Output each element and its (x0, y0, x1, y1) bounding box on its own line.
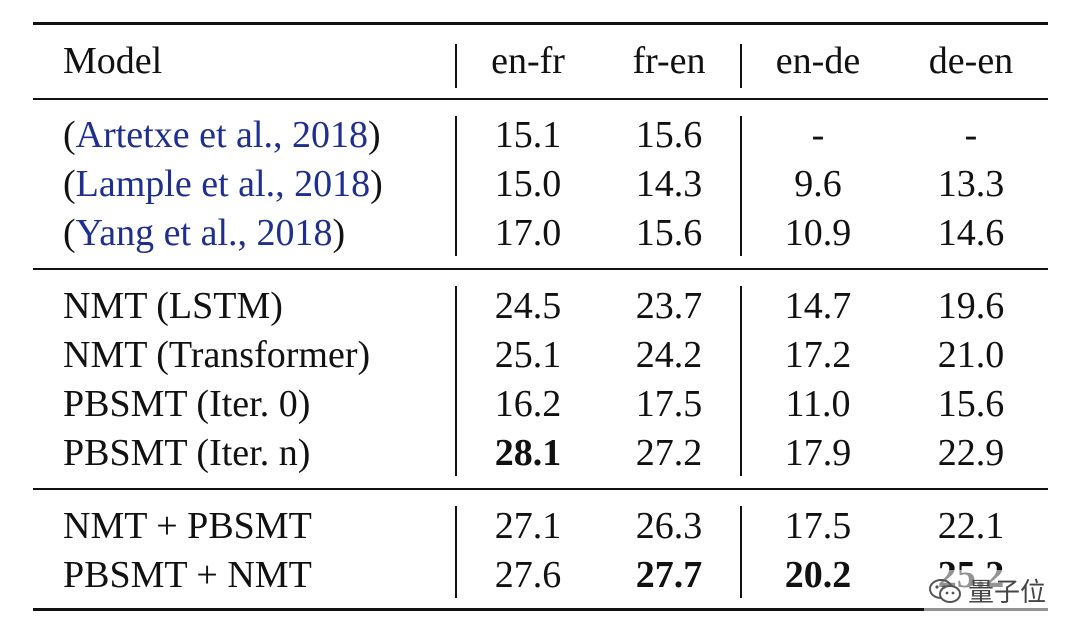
table-cell: 11.0 (785, 383, 851, 425)
vline-lang-group2 (740, 286, 742, 476)
table-cell: 15.6 (937, 383, 1005, 425)
row-model-citation: (Artetxe et al., 2018) (63, 114, 381, 156)
table-cell: - (811, 114, 825, 156)
table-cell: 15.6 (635, 212, 703, 254)
row-model-citation: (Yang et al., 2018) (63, 212, 346, 254)
header-en-de: en-de (775, 40, 861, 82)
row-model-name: PBSMT (Iter. n) (63, 432, 311, 474)
table-cell: 14.3 (635, 163, 703, 205)
row-model-citation: (Lample et al., 2018) (63, 163, 383, 205)
table-cell: 27.1 (494, 505, 562, 547)
table-cell: 27.2 (635, 432, 703, 474)
table-cell: 26.3 (635, 505, 703, 547)
header-model: Model (63, 40, 163, 82)
row-model-name: NMT (Transformer) (63, 334, 371, 376)
table-cell: 9.6 (794, 163, 842, 205)
table-cell: 17.2 (784, 334, 852, 376)
table-cell: 14.6 (937, 212, 1005, 254)
header-rule (33, 98, 1048, 100)
table-cell: 24.5 (494, 285, 562, 327)
vline-model-group2 (455, 286, 457, 476)
table-cell: 19.6 (937, 285, 1005, 327)
table-cell: 17.9 (784, 432, 852, 474)
row-model-name: NMT + PBSMT (63, 505, 312, 547)
citation-link[interactable]: Artetxe et al., 2018 (75, 114, 368, 156)
table-cell-best: 28.1 (494, 432, 562, 474)
table-cell: 14.7 (784, 285, 852, 327)
table-cell: 10.9 (784, 212, 852, 254)
vline-model-header (455, 44, 457, 88)
table-cell: 15.0 (494, 163, 562, 205)
table-cell-best: 20.2 (784, 554, 852, 596)
table-cell: 17.0 (494, 212, 562, 254)
table-cell-best: 27.7 (635, 554, 703, 596)
table-cell: - (964, 114, 978, 156)
row-model-name: PBSMT (Iter. 0) (63, 383, 311, 425)
table-top-rule (33, 22, 1048, 25)
vline-lang-group1 (740, 116, 742, 256)
table-cell: 23.7 (635, 285, 703, 327)
table-cell: 27.6 (494, 554, 562, 596)
header-en-fr: en-fr (491, 40, 565, 82)
table-cell: 17.5 (635, 383, 703, 425)
watermark: 量子位 (923, 570, 1050, 611)
wechat-bubble-icon (928, 577, 962, 605)
citation-link[interactable]: Lample et al., 2018 (75, 163, 371, 205)
vline-lang-group3 (740, 506, 742, 598)
vline-model-group1 (455, 116, 457, 256)
group-rule-2 (33, 488, 1048, 490)
header-de-en: de-en (928, 40, 1014, 82)
table-bottom-rule (33, 608, 1048, 611)
table-cell: 16.2 (494, 383, 562, 425)
table-cell: 25.1 (494, 334, 562, 376)
table-cell: 21.0 (937, 334, 1005, 376)
table-cell: 13.3 (937, 163, 1005, 205)
table-cell: 15.1 (494, 114, 562, 156)
table-cell: 22.1 (937, 505, 1005, 547)
header-fr-en: fr-en (632, 40, 706, 82)
table-cell: 24.2 (635, 334, 703, 376)
citation-link[interactable]: Yang et al., 2018 (75, 212, 333, 254)
table-cell: 22.9 (937, 432, 1005, 474)
row-model-name: NMT (LSTM) (63, 285, 283, 327)
table-cell: 17.5 (784, 505, 852, 547)
vline-model-group3 (455, 506, 457, 598)
row-model-name: PBSMT + NMT (63, 554, 312, 596)
table-cell: 15.6 (635, 114, 703, 156)
watermark-text: 量子位 (967, 578, 1046, 608)
group-rule-1 (33, 268, 1048, 270)
vline-lang-header (740, 44, 742, 88)
